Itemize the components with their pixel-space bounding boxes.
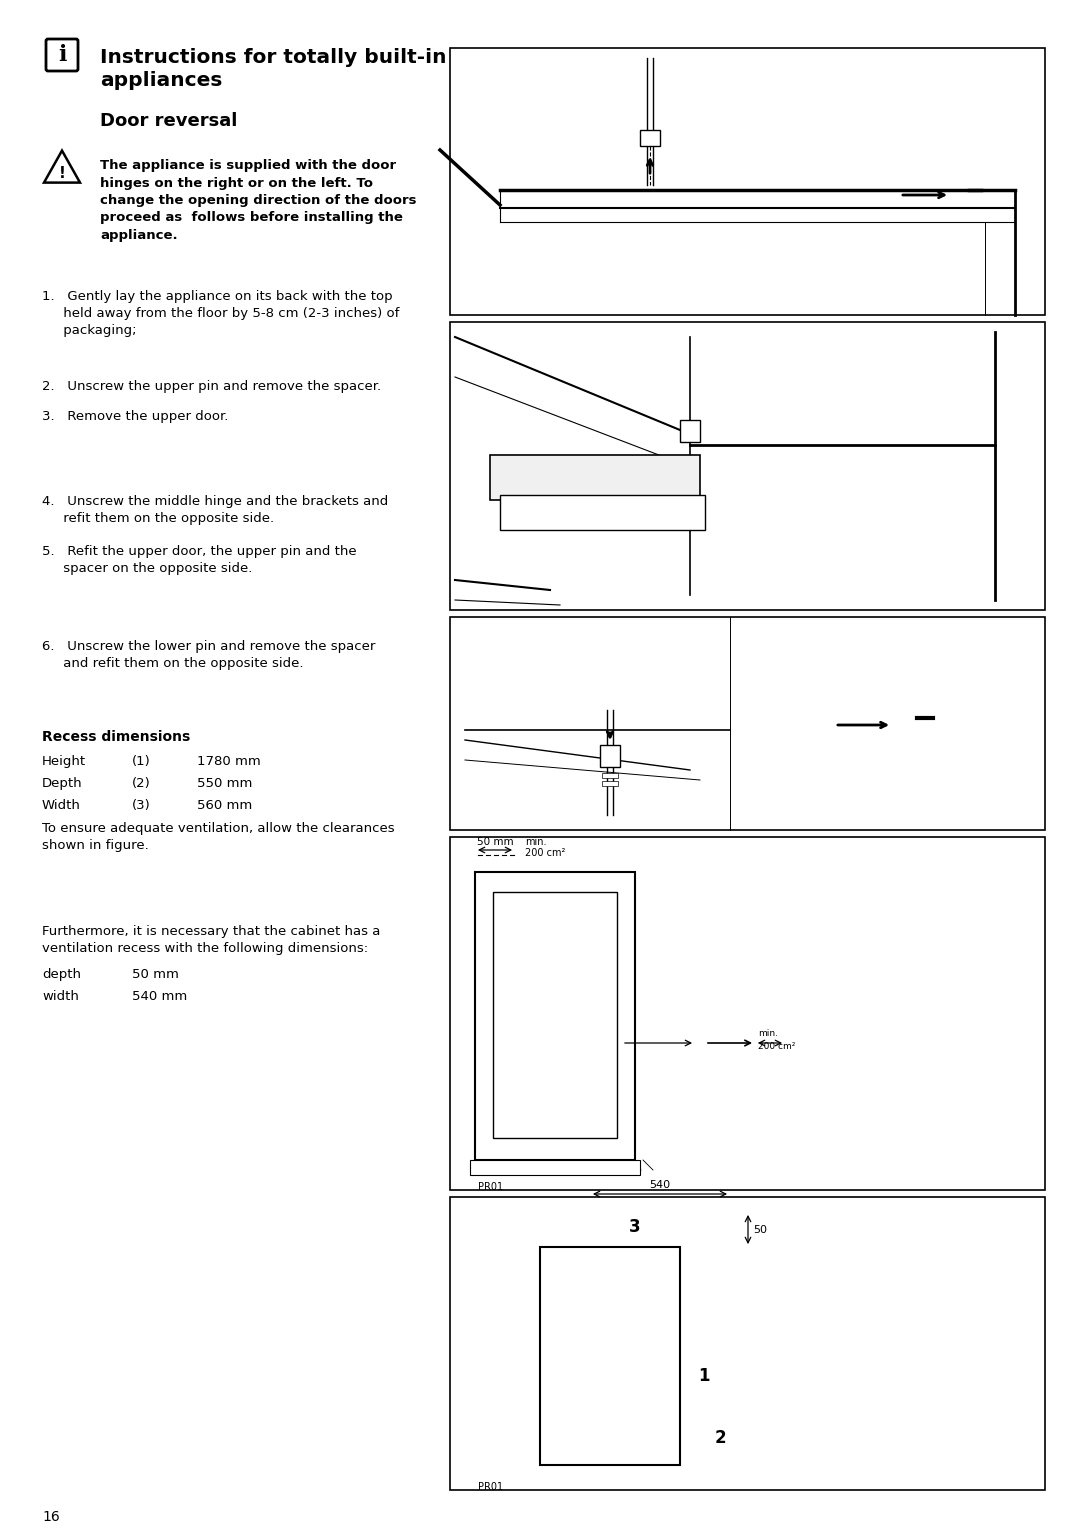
Text: 200 cm²: 200 cm² [758,1041,795,1050]
Bar [600,745,620,768]
Text: 200 cm²: 200 cm² [525,849,565,858]
Text: 2.   Unscrew the upper pin and remove the spacer.: 2. Unscrew the upper pin and remove the … [42,381,381,393]
Bar [640,130,660,145]
Text: Door reversal: Door reversal [100,112,238,130]
Text: i: i [58,44,66,66]
Text: 50 mm: 50 mm [132,968,179,982]
Text: 550 mm: 550 mm [197,777,253,790]
Text: min.: min. [525,836,546,847]
Bar [450,618,1045,830]
Text: The appliance is supplied with the door
hinges on the right or on the left. To
c: The appliance is supplied with the door … [100,159,417,242]
Text: 6.   Unscrew the lower pin and remove the spacer
     and refit them on the oppo: 6. Unscrew the lower pin and remove the … [42,641,376,670]
Bar [450,1197,1045,1489]
Bar [680,420,700,442]
Bar [602,774,618,778]
Text: 2: 2 [714,1430,726,1446]
Text: 4.   Unscrew the middle hinge and the brackets and
     refit them on the opposi: 4. Unscrew the middle hinge and the brac… [42,495,388,524]
Text: 1780 mm: 1780 mm [197,755,260,768]
Bar [500,495,705,531]
Text: PR01: PR01 [478,1482,503,1492]
Bar [492,891,617,1138]
Text: width: width [42,989,79,1003]
Bar [450,836,1045,1190]
FancyBboxPatch shape [46,40,78,70]
Polygon shape [540,1212,730,1248]
Bar [540,1248,680,1465]
Text: 1: 1 [698,1367,710,1385]
Polygon shape [680,1212,730,1465]
Bar [450,323,1045,610]
Text: !: ! [58,165,66,180]
Text: Instructions for totally built-in
appliances: Instructions for totally built-in applia… [100,47,446,90]
Text: PR01: PR01 [478,1182,503,1193]
Text: 560 mm: 560 mm [197,800,253,812]
Text: min.: min. [758,1029,778,1038]
Bar [450,47,1045,315]
Text: 50: 50 [753,1225,767,1235]
Text: Furthermore, it is necessary that the cabinet has a
ventilation recess with the : Furthermore, it is necessary that the ca… [42,925,380,956]
Text: Height: Height [42,755,86,768]
Bar [470,1161,640,1174]
Bar [602,781,618,786]
Bar [475,872,635,1161]
Text: 1.   Gently lay the appliance on its back with the top
     held away from the f: 1. Gently lay the appliance on its back … [42,291,400,336]
Text: 5.   Refit the upper door, the upper pin and the
     spacer on the opposite sid: 5. Refit the upper door, the upper pin a… [42,544,356,575]
Text: Depth: Depth [42,777,83,790]
Text: 3.   Remove the upper door.: 3. Remove the upper door. [42,410,228,424]
Text: Recess dimensions: Recess dimensions [42,729,190,745]
Text: 540: 540 [649,1180,671,1190]
Text: depth: depth [42,968,81,982]
Text: (3): (3) [132,800,151,812]
Text: To ensure adequate ventilation, allow the clearances
shown in figure.: To ensure adequate ventilation, allow th… [42,823,394,852]
Text: 16: 16 [42,1511,59,1524]
Bar [490,456,700,500]
Text: Width: Width [42,800,81,812]
Text: (1): (1) [132,755,151,768]
Text: 3: 3 [630,1219,640,1235]
Text: 540 mm: 540 mm [132,989,187,1003]
Text: (2): (2) [132,777,151,790]
Text: 50 mm: 50 mm [477,836,514,847]
